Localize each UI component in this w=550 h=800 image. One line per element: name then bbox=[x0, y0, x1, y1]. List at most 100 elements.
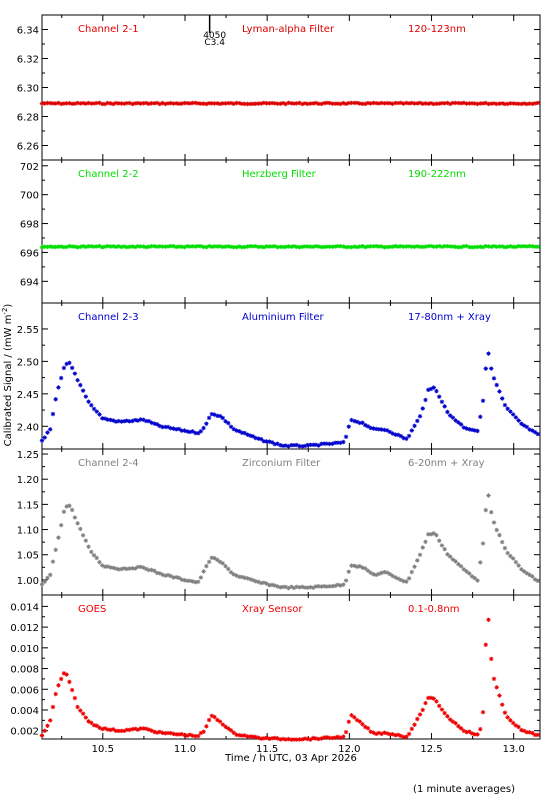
data-point bbox=[141, 101, 146, 106]
data-point bbox=[401, 244, 406, 249]
data-point bbox=[256, 436, 261, 441]
data-point bbox=[146, 101, 152, 106]
footer-note: (1 minute averages) bbox=[413, 784, 515, 795]
data-point bbox=[217, 413, 223, 419]
data-point bbox=[195, 579, 201, 585]
data-point bbox=[395, 244, 401, 249]
y-tick-label: 694 bbox=[20, 277, 39, 288]
data-point bbox=[431, 385, 436, 390]
data-point bbox=[237, 100, 242, 106]
data-point bbox=[157, 729, 162, 735]
data-point bbox=[75, 245, 80, 250]
data-point bbox=[97, 725, 102, 731]
data-point bbox=[132, 244, 138, 250]
data-point bbox=[64, 672, 69, 677]
data-point bbox=[234, 732, 239, 738]
data-point bbox=[519, 727, 524, 733]
data-point bbox=[415, 716, 420, 722]
data-point bbox=[105, 564, 110, 569]
data-point bbox=[212, 555, 217, 561]
series-2 bbox=[39, 243, 541, 250]
data-point bbox=[291, 244, 297, 249]
data-point bbox=[412, 101, 417, 106]
data-point bbox=[535, 431, 541, 437]
data-point bbox=[319, 101, 324, 107]
data-point bbox=[335, 734, 341, 740]
data-point bbox=[201, 101, 206, 106]
data-point bbox=[190, 429, 195, 434]
data-point bbox=[417, 244, 423, 249]
data-point bbox=[475, 428, 480, 434]
data-point bbox=[406, 101, 412, 106]
data-point bbox=[75, 100, 80, 106]
data-point bbox=[379, 570, 384, 576]
data-point bbox=[368, 570, 373, 576]
data-point bbox=[138, 244, 143, 249]
data-point bbox=[286, 736, 291, 742]
data-point bbox=[384, 428, 390, 433]
data-point bbox=[461, 244, 467, 249]
data-point bbox=[89, 244, 94, 249]
data-point bbox=[91, 553, 97, 558]
data-point bbox=[171, 101, 176, 106]
data-point bbox=[206, 717, 212, 723]
data-point bbox=[423, 244, 428, 249]
data-point bbox=[171, 426, 176, 431]
data-point bbox=[250, 577, 256, 583]
data-point bbox=[275, 101, 280, 106]
data-point bbox=[489, 244, 494, 250]
data-point bbox=[135, 244, 141, 249]
data-point bbox=[264, 439, 269, 444]
data-point bbox=[171, 731, 176, 737]
data-point bbox=[321, 584, 327, 589]
data-point bbox=[341, 100, 346, 106]
data-point bbox=[532, 577, 538, 582]
data-point bbox=[195, 101, 201, 106]
data-point bbox=[187, 429, 193, 435]
data-point bbox=[267, 244, 272, 249]
data-point bbox=[354, 419, 360, 424]
data-point bbox=[45, 100, 50, 106]
data-point bbox=[111, 418, 116, 423]
data-point bbox=[83, 715, 89, 720]
data-point bbox=[368, 729, 373, 734]
data-point bbox=[223, 244, 228, 249]
data-point bbox=[360, 565, 365, 570]
data-point bbox=[72, 244, 78, 249]
data-point bbox=[195, 243, 201, 249]
data-point bbox=[436, 394, 442, 399]
data-point bbox=[360, 722, 365, 727]
panel-frame bbox=[41, 594, 541, 740]
data-point bbox=[404, 734, 409, 739]
data-point bbox=[39, 582, 45, 587]
data-point bbox=[327, 244, 332, 249]
data-point bbox=[127, 727, 132, 733]
data-point bbox=[78, 526, 83, 532]
data-point bbox=[398, 244, 404, 249]
data-point bbox=[390, 244, 395, 249]
data-point bbox=[393, 432, 398, 437]
data-point bbox=[412, 722, 417, 727]
data-point bbox=[521, 101, 527, 106]
data-point bbox=[453, 100, 458, 106]
data-point bbox=[198, 429, 204, 434]
data-point bbox=[179, 577, 184, 582]
data-point bbox=[160, 424, 165, 430]
data-point bbox=[206, 101, 212, 106]
data-point bbox=[289, 442, 294, 448]
data-point bbox=[349, 100, 354, 106]
data-point bbox=[431, 696, 436, 701]
data-point bbox=[456, 245, 461, 250]
data-point bbox=[510, 556, 516, 561]
data-point bbox=[409, 428, 415, 433]
data-point bbox=[297, 443, 302, 449]
data-point bbox=[382, 427, 387, 433]
data-point bbox=[461, 728, 467, 734]
data-point bbox=[384, 244, 390, 250]
data-point bbox=[467, 244, 472, 250]
series-1 bbox=[39, 100, 541, 107]
data-point bbox=[261, 736, 267, 741]
data-point bbox=[72, 101, 78, 106]
data-point bbox=[83, 538, 89, 543]
